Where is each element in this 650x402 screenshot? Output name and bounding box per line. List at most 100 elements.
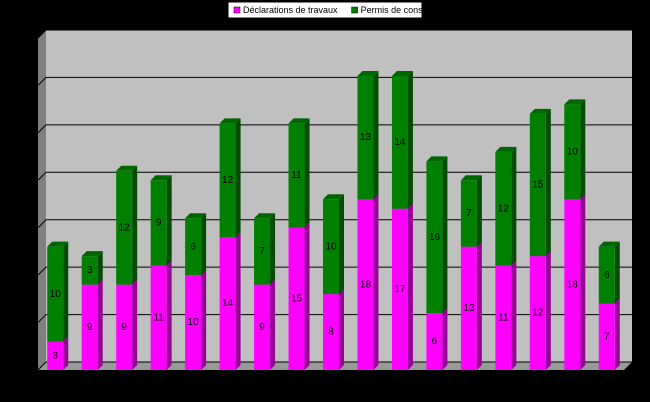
bar-side	[545, 251, 551, 370]
data-label: 3	[87, 265, 93, 276]
data-label: 13	[463, 303, 475, 314]
data-label: 10	[50, 289, 62, 300]
data-label: 11	[153, 312, 164, 323]
data-label: 9	[156, 218, 162, 229]
bar	[460, 246, 477, 370]
data-label: 14	[222, 298, 234, 309]
bar-side	[511, 260, 517, 370]
data-label: 11	[291, 170, 302, 181]
bar-side	[339, 289, 344, 370]
bar-side	[270, 279, 276, 370]
bar	[81, 256, 98, 285]
bar	[219, 237, 236, 370]
bar-top	[185, 213, 207, 219]
bar	[47, 246, 64, 342]
bar-side	[63, 241, 69, 342]
bar	[564, 199, 581, 370]
legend-swatch	[233, 6, 241, 14]
bar	[598, 246, 615, 304]
bar	[564, 104, 581, 200]
bar-side	[373, 194, 379, 370]
bar	[495, 151, 512, 266]
bar	[288, 227, 305, 370]
bar	[323, 199, 339, 295]
grid-line	[37, 76, 632, 86]
bar-top	[598, 241, 620, 247]
grid-line	[37, 29, 632, 39]
bar-top	[564, 99, 586, 105]
bar-top	[81, 251, 103, 257]
bar-top	[529, 108, 551, 114]
bar-side	[614, 241, 620, 304]
bar	[116, 284, 133, 370]
data-label: 8	[328, 327, 334, 338]
bar-side	[580, 99, 586, 200]
data-label: 12	[222, 175, 234, 186]
bar	[47, 341, 64, 370]
bar	[357, 199, 374, 370]
bar-side	[614, 298, 620, 370]
bar	[254, 284, 271, 370]
bar-side	[201, 213, 207, 276]
bar-top	[150, 175, 172, 181]
bar	[391, 75, 408, 209]
bar-side	[373, 70, 379, 200]
data-label: 12	[119, 222, 131, 233]
data-label: 13	[360, 132, 372, 143]
bar-side	[270, 213, 276, 285]
bar-top	[357, 70, 379, 76]
data-label: 10	[567, 146, 579, 157]
data-label: 7	[466, 208, 472, 219]
legend-label: Permis de construire	[361, 5, 444, 15]
legend-box	[227, 1, 423, 19]
bar-side	[476, 175, 482, 247]
bar	[495, 265, 512, 370]
bar-top	[495, 146, 517, 152]
bar	[150, 180, 167, 266]
bar-side	[166, 260, 172, 370]
bar	[150, 265, 167, 370]
bar	[185, 275, 202, 370]
data-label: 18	[360, 279, 372, 290]
legend: Déclarations de travaux Permis de constru…	[227, 1, 444, 19]
bar	[81, 284, 98, 370]
data-label: 9	[87, 322, 93, 333]
data-label: 9	[259, 322, 265, 333]
bar-side	[63, 336, 69, 370]
bar-side	[97, 279, 103, 370]
data-label: 6	[190, 241, 196, 252]
bar	[426, 313, 443, 370]
bar-side	[235, 232, 241, 370]
data-label: 14	[394, 137, 406, 148]
bar-top	[426, 156, 448, 162]
data-label: 15	[291, 293, 303, 304]
bar	[254, 218, 271, 285]
bar-side	[407, 203, 413, 370]
bar	[323, 294, 339, 370]
bar-side	[476, 241, 482, 370]
bar-side	[166, 175, 172, 266]
bar-top	[219, 118, 241, 124]
bar-side	[132, 165, 138, 285]
bar-side	[304, 222, 310, 370]
data-label: 12	[498, 203, 510, 214]
data-label: 10	[325, 241, 337, 252]
bar-side	[407, 70, 413, 209]
data-label: 7	[259, 246, 265, 257]
data-label: 6	[604, 270, 610, 281]
bar-side	[545, 108, 551, 257]
data-label: 9	[121, 322, 127, 333]
bar	[116, 170, 133, 285]
data-label: 3	[52, 350, 58, 361]
grid-line	[37, 124, 632, 134]
bar	[598, 303, 615, 370]
bar-top	[323, 194, 344, 200]
bar-top	[460, 175, 482, 181]
data-label: 12	[532, 308, 544, 319]
data-label: 18	[567, 279, 579, 290]
bar-top	[254, 213, 276, 219]
data-label: 10	[188, 317, 200, 328]
bar	[391, 208, 408, 370]
data-label: 15	[532, 180, 544, 191]
